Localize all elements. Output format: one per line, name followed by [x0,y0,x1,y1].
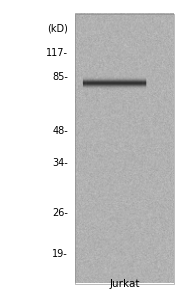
Text: 117-: 117- [46,47,68,58]
Text: 85-: 85- [52,71,68,82]
Text: (kD): (kD) [47,23,68,34]
Text: 48-: 48- [52,125,68,136]
Text: 19-: 19- [52,249,68,260]
Text: 34-: 34- [52,158,68,169]
Text: Jurkat: Jurkat [109,279,140,289]
Text: 26-: 26- [52,208,68,218]
Bar [75,14,174,284]
